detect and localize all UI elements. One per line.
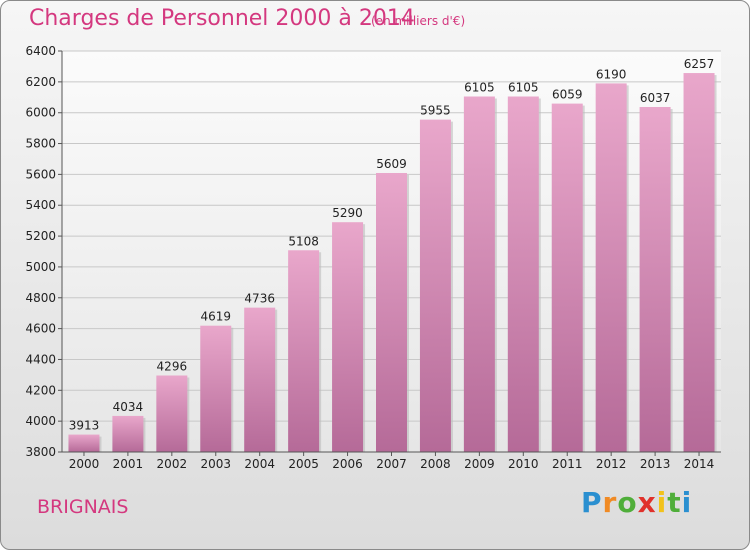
x-tick-label: 2002 xyxy=(157,457,188,471)
bar xyxy=(683,73,715,453)
bar xyxy=(68,434,100,452)
bar xyxy=(200,325,232,452)
bar xyxy=(332,222,364,452)
x-tick-label: 2000 xyxy=(69,457,100,471)
bar xyxy=(244,307,276,452)
value-label: 5609 xyxy=(376,157,407,171)
value-label: 6059 xyxy=(552,88,583,102)
value-label: 6037 xyxy=(640,91,671,105)
bar xyxy=(288,250,320,452)
x-tick-label: 2013 xyxy=(640,457,671,471)
x-tick-label: 2009 xyxy=(464,457,495,471)
y-tick-label: 5400 xyxy=(25,198,56,212)
y-tick-label: 3800 xyxy=(25,445,56,459)
bar xyxy=(463,96,495,452)
bar xyxy=(551,103,583,453)
city-name: BRIGNAIS xyxy=(37,496,129,518)
value-label: 4736 xyxy=(244,292,275,306)
y-tick-label: 4200 xyxy=(25,383,56,397)
y-tick-label: 6400 xyxy=(25,44,56,58)
value-label: 5955 xyxy=(420,104,451,118)
bar xyxy=(639,106,671,452)
value-label: 3913 xyxy=(69,419,100,433)
y-tick-label: 6200 xyxy=(25,75,56,89)
x-tick-label: 2004 xyxy=(244,457,275,471)
x-tick-label: 2003 xyxy=(200,457,231,471)
x-tick-label: 2008 xyxy=(420,457,451,471)
bar xyxy=(112,415,144,452)
value-label: 4296 xyxy=(157,360,188,374)
value-label: 6105 xyxy=(508,80,539,94)
proxiti-logo: Proxiti xyxy=(581,486,693,519)
y-tick-label: 5200 xyxy=(25,229,56,243)
bar xyxy=(419,119,451,452)
value-label: 4034 xyxy=(113,400,144,414)
bar xyxy=(156,375,188,452)
y-tick-label: 4600 xyxy=(25,322,56,336)
x-tick-label: 2005 xyxy=(288,457,319,471)
x-tick-label: 2012 xyxy=(596,457,627,471)
x-tick-label: 2014 xyxy=(684,457,715,471)
y-tick-label: 5600 xyxy=(25,167,56,181)
chart-title: Charges de Personnel 2000 à 2014 xyxy=(29,6,415,31)
x-tick-label: 2001 xyxy=(113,457,144,471)
bar xyxy=(376,172,407,453)
x-tick-label: 2010 xyxy=(508,457,539,471)
chart-subtitle: (en milliers d'€) xyxy=(371,14,466,28)
y-tick-label: 5000 xyxy=(25,260,56,274)
value-label: 5108 xyxy=(288,234,319,248)
bar xyxy=(507,96,539,452)
x-tick-label: 2006 xyxy=(332,457,363,471)
value-label: 6105 xyxy=(464,80,495,94)
y-tick-label: 4400 xyxy=(25,352,56,366)
x-tick-label: 2007 xyxy=(376,457,407,471)
x-tick-label: 2011 xyxy=(552,457,583,471)
value-label: 6257 xyxy=(684,57,715,71)
y-tick-label: 6000 xyxy=(25,106,56,120)
value-label: 5290 xyxy=(332,206,363,220)
y-tick-label: 4800 xyxy=(25,291,56,305)
value-label: 6190 xyxy=(596,67,627,81)
bar xyxy=(595,83,627,452)
y-tick-label: 4000 xyxy=(25,414,56,428)
y-tick-label: 5800 xyxy=(25,137,56,151)
value-label: 4619 xyxy=(200,310,231,324)
